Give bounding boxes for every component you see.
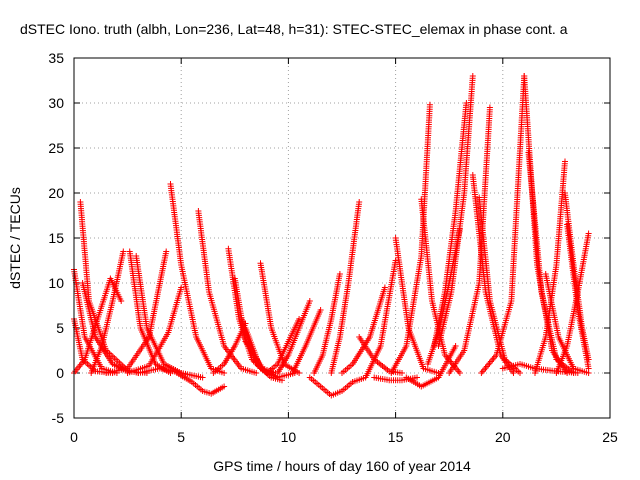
data-series bbox=[289, 307, 324, 376]
data-series bbox=[124, 284, 185, 376]
data-series bbox=[328, 199, 363, 376]
data-series bbox=[88, 248, 127, 376]
series-points bbox=[349, 257, 399, 385]
data-series bbox=[274, 298, 313, 376]
y-tick-label: 0 bbox=[56, 365, 64, 381]
y-tick-label: 35 bbox=[48, 50, 64, 66]
data-series bbox=[306, 374, 356, 399]
data-series bbox=[133, 253, 185, 376]
data-series bbox=[242, 325, 298, 381]
series-points bbox=[306, 374, 356, 399]
y-tick-label: 30 bbox=[48, 95, 64, 111]
series-points bbox=[403, 343, 459, 390]
series-points bbox=[499, 361, 581, 376]
data-series bbox=[446, 104, 493, 376]
series-points bbox=[392, 235, 442, 376]
series-points bbox=[195, 208, 260, 376]
series-points bbox=[242, 325, 298, 381]
x-tick-label: 15 bbox=[388, 429, 404, 445]
data-points bbox=[71, 73, 592, 399]
data-series bbox=[478, 73, 528, 376]
plot-frame bbox=[73, 57, 611, 419]
data-series bbox=[311, 271, 343, 376]
series-points bbox=[418, 196, 463, 376]
data-series bbox=[499, 361, 581, 376]
series-points bbox=[435, 73, 476, 349]
series-points bbox=[289, 307, 324, 376]
series-points bbox=[446, 104, 493, 376]
y-tick-label: 25 bbox=[48, 140, 64, 156]
data-series bbox=[167, 181, 228, 376]
series-points bbox=[328, 199, 363, 376]
chart-title: dSTEC Iono. truth (albh, Lon=236, Lat=48… bbox=[20, 21, 568, 37]
y-tick-label: 15 bbox=[48, 230, 64, 246]
y-tick-label: 5 bbox=[56, 320, 64, 336]
series-points bbox=[124, 284, 185, 376]
data-series bbox=[264, 316, 303, 376]
data-series bbox=[542, 271, 592, 376]
axis-ticks: 0 5 10 15 20 25 -5 0 5 10 15 20 25 30 35 bbox=[48, 50, 618, 445]
y-tick-label: 20 bbox=[48, 185, 64, 201]
data-series bbox=[564, 221, 592, 372]
series-points bbox=[103, 248, 170, 376]
data-series bbox=[173, 370, 228, 397]
data-series bbox=[435, 73, 476, 349]
series-points bbox=[133, 253, 185, 376]
data-series bbox=[525, 149, 577, 376]
y-axis-label: dSTEC / TECUs bbox=[7, 187, 23, 289]
data-series bbox=[562, 190, 592, 363]
data-series bbox=[418, 196, 463, 376]
x-tick-label: 25 bbox=[602, 429, 618, 445]
series-points bbox=[542, 271, 592, 376]
series-points bbox=[311, 271, 343, 376]
x-axis-label: GPS time / hours of day 160 of year 2014 bbox=[213, 458, 471, 474]
series-points bbox=[562, 190, 592, 363]
series-points bbox=[264, 316, 303, 376]
series-points bbox=[88, 248, 127, 376]
series-points bbox=[525, 149, 577, 376]
data-series bbox=[356, 334, 405, 376]
data-series bbox=[103, 248, 170, 376]
x-tick-label: 0 bbox=[70, 429, 78, 445]
series-points bbox=[167, 181, 228, 376]
y-tick-label: -5 bbox=[52, 410, 65, 426]
data-series bbox=[339, 284, 388, 376]
series-points bbox=[431, 100, 470, 349]
data-series bbox=[392, 235, 442, 376]
series-points bbox=[478, 73, 528, 376]
series-points bbox=[564, 221, 592, 372]
x-tick-label: 10 bbox=[281, 429, 297, 445]
x-tick-label: 20 bbox=[495, 429, 511, 445]
data-series bbox=[349, 257, 399, 385]
x-tick-label: 5 bbox=[177, 429, 185, 445]
y-tick-label: 10 bbox=[48, 275, 64, 291]
series-points bbox=[274, 298, 313, 376]
data-series bbox=[431, 100, 470, 349]
series-points bbox=[356, 334, 405, 376]
data-series bbox=[403, 343, 459, 390]
data-series bbox=[195, 208, 260, 376]
series-points bbox=[339, 284, 388, 376]
series-points bbox=[173, 370, 228, 397]
